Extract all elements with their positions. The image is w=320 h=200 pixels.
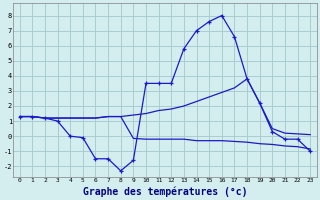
- X-axis label: Graphe des températures (°c): Graphe des températures (°c): [83, 186, 247, 197]
